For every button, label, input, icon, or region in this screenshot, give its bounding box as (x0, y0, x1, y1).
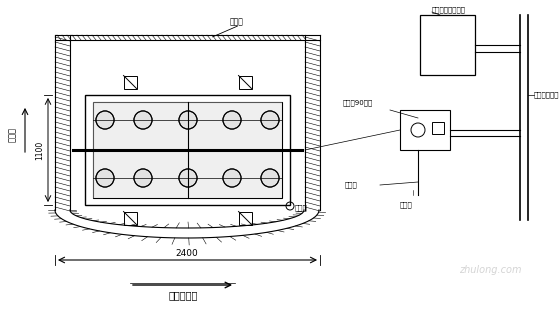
Bar (432, 122, 444, 134)
Circle shape (261, 169, 279, 187)
Text: 砂、石、水泥料场: 砂、石、水泥料场 (432, 7, 466, 13)
Bar (93, 102, 282, 198)
Text: 南泵进场使道: 南泵进场使道 (534, 92, 559, 98)
Bar (93, 102, 282, 198)
Text: 恩施（南）: 恩施（南） (169, 290, 198, 300)
Bar (124, 75, 137, 89)
Circle shape (179, 111, 197, 129)
Circle shape (96, 169, 114, 187)
Circle shape (223, 111, 241, 129)
Text: 2400: 2400 (176, 249, 198, 257)
Circle shape (223, 169, 241, 187)
Text: 吸管道: 吸管道 (345, 182, 358, 188)
Circle shape (261, 111, 279, 129)
Bar (239, 75, 251, 89)
Circle shape (134, 169, 152, 187)
Circle shape (134, 111, 152, 129)
Bar (124, 212, 137, 224)
Text: 模板皮: 模板皮 (230, 17, 244, 27)
Circle shape (179, 169, 197, 187)
Text: 水流向: 水流向 (7, 128, 16, 142)
Circle shape (96, 111, 114, 129)
Text: 积水坑: 积水坑 (295, 205, 308, 211)
Text: zhulong.com: zhulong.com (459, 265, 521, 275)
Text: 计合箱: 计合箱 (400, 202, 413, 208)
Text: 吸泵（90型）: 吸泵（90型） (343, 100, 374, 106)
Bar (420, 15, 475, 75)
Text: 1100: 1100 (35, 140, 44, 160)
Bar (239, 212, 251, 224)
Bar (400, 110, 450, 150)
Bar (85, 95, 290, 205)
